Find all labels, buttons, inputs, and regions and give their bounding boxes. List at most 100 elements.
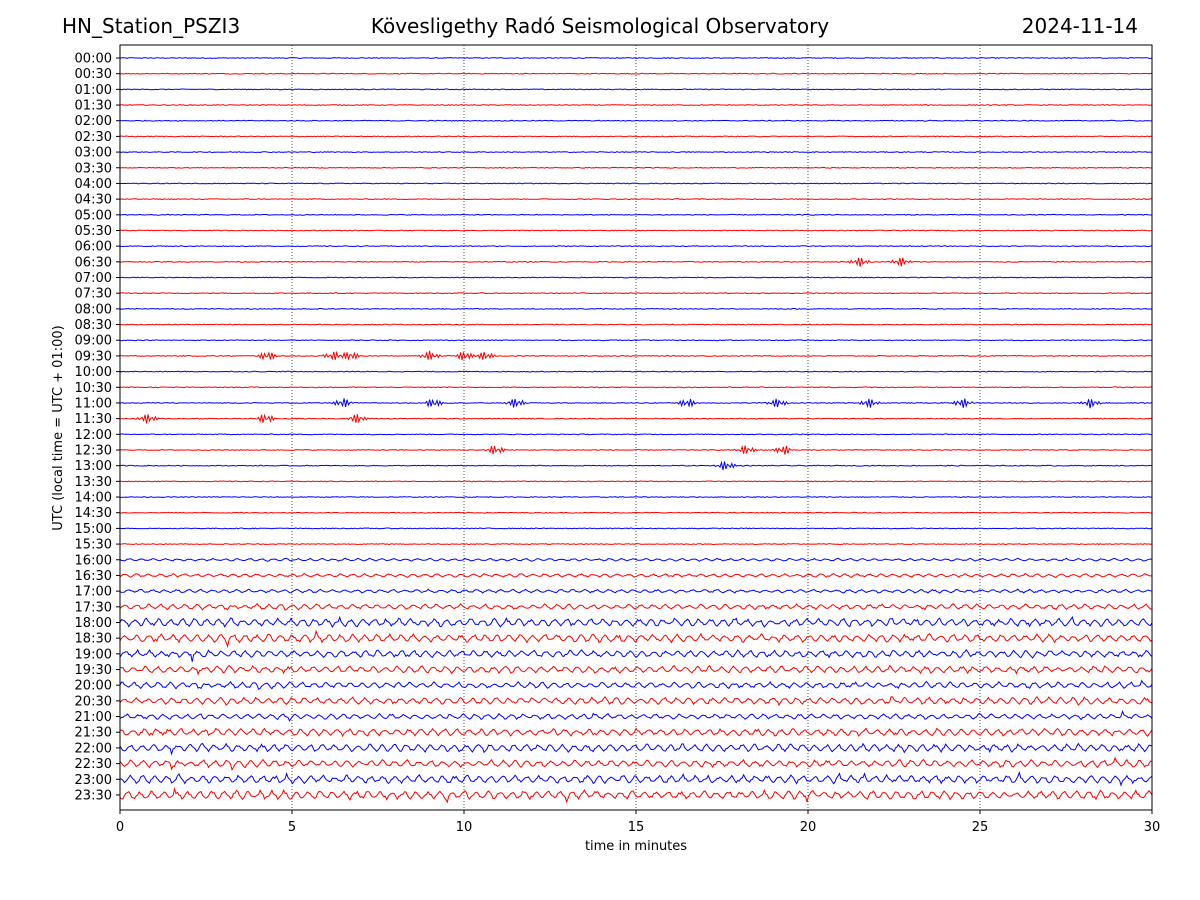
y-tick-label: 14:30 (75, 506, 112, 521)
y-tick-label: 07:30 (75, 287, 112, 302)
trace-0500 (119, 213, 1152, 216)
trace-0230 (119, 135, 1153, 138)
x-axis: 0 5 10 15 20 25 30 (116, 810, 1160, 835)
date-label: 2024-11-14 (1021, 14, 1138, 38)
y-tick-label: 06:30 (75, 255, 112, 270)
y-tick-label: 01:30 (75, 99, 112, 114)
trace-1700 (119, 588, 1153, 594)
trace-1000 (119, 370, 1153, 373)
x-tick-label: 25 (972, 820, 989, 835)
trace-2030 (119, 695, 1153, 707)
y-tick-label: 04:00 (75, 177, 112, 192)
y-tick-label: 04:30 (75, 193, 112, 208)
y-tick-label: 02:30 (75, 130, 112, 145)
trace-1930 (119, 664, 1153, 676)
y-tick-label: 10:30 (75, 381, 112, 396)
y-tick-label: 23:00 (75, 773, 112, 788)
trace-2130 (119, 727, 1153, 738)
y-tick-label: 11:00 (75, 396, 112, 411)
y-tick-label: 03:30 (75, 161, 112, 176)
trace-0530 (119, 229, 1153, 232)
trace-0000 (119, 57, 1153, 59)
trace-0430 (119, 198, 1153, 201)
trace-0900 (120, 339, 1153, 342)
y-tick-label: 21:30 (75, 726, 112, 741)
trace-2200 (119, 742, 1153, 756)
trace-1400 (119, 496, 1153, 498)
y-tick-label: 03:00 (75, 146, 112, 161)
y-tick-label: 17:00 (75, 585, 112, 600)
y-tick-label: 22:30 (75, 757, 112, 772)
x-tick-label: 10 (456, 820, 473, 835)
trace-lines (119, 57, 1153, 804)
y-tick-label: 05:30 (75, 224, 112, 239)
y-tick-label: 15:00 (75, 522, 112, 537)
y-tick-label: 05:00 (75, 208, 112, 223)
trace-0830 (119, 323, 1153, 326)
y-axis-label: UTC (local time = UTC + 01:00) (51, 325, 66, 530)
y-tick-label: 12:30 (75, 444, 112, 459)
x-tick-label: 30 (1144, 820, 1161, 835)
y-tick-label: 23:30 (75, 788, 112, 803)
x-axis-label: time in minutes (585, 839, 687, 854)
x-tick-label: 5 (288, 820, 296, 835)
trace-0100 (119, 88, 1153, 91)
y-tick-label: 12:00 (75, 428, 112, 443)
trace-1830 (119, 629, 1153, 648)
trace-0030 (119, 72, 1153, 75)
y-tick-label: 21:00 (75, 710, 112, 725)
y-tick-label: 00:00 (75, 52, 112, 67)
trace-1500 (119, 527, 1153, 530)
trace-0600 (119, 245, 1153, 248)
y-tick-label: 09:00 (75, 334, 112, 349)
observatory-title: Kövesligethy Radó Seismological Observat… (370, 14, 830, 38)
y-tick-label: 20:30 (75, 694, 112, 709)
y-tick-label: 19:00 (75, 647, 112, 662)
y-tick-label: 11:30 (75, 412, 112, 427)
y-tick-label: 18:00 (75, 616, 112, 631)
trace-0330 (119, 166, 1153, 169)
y-axis: 00:0000:3001:0001:3002:0002:3003:0003:30… (75, 52, 120, 803)
y-tick-label: 20:00 (75, 679, 112, 694)
trace-1030 (119, 386, 1153, 389)
trace-1900 (119, 648, 1153, 662)
y-tick-label: 08:30 (75, 318, 112, 333)
y-tick-label: 13:00 (75, 459, 112, 474)
station-name: HN_Station_PSZI3 (62, 14, 241, 38)
y-tick-label: 19:30 (75, 663, 112, 678)
trace-1430 (119, 511, 1152, 514)
trace-2230 (119, 756, 1153, 771)
y-tick-label: 10:00 (75, 365, 112, 380)
trace-0630 (119, 257, 1153, 267)
y-tick-label: 09:30 (75, 349, 112, 364)
x-tick-label: 0 (116, 820, 124, 835)
trace-0800 (119, 307, 1153, 310)
trace-0930 (119, 350, 1153, 361)
trace-2000 (119, 679, 1153, 691)
y-tick-label: 16:00 (75, 553, 112, 568)
y-tick-label: 17:30 (75, 600, 112, 615)
y-tick-label: 06:00 (75, 240, 112, 255)
y-tick-label: 15:30 (75, 538, 112, 553)
trace-1600 (119, 557, 1153, 562)
y-tick-label: 16:30 (75, 569, 112, 584)
y-tick-label: 08:00 (75, 302, 112, 317)
trace-1330 (119, 480, 1153, 483)
trace-1230 (119, 444, 1153, 455)
y-tick-label: 07:00 (75, 271, 112, 286)
trace-0700 (119, 276, 1153, 279)
trace-2300 (119, 770, 1153, 787)
trace-2330 (119, 786, 1153, 804)
trace-0200 (119, 119, 1152, 122)
trace-1130 (119, 413, 1153, 424)
trace-1730 (119, 602, 1153, 611)
y-tick-label: 14:00 (75, 491, 112, 506)
y-tick-label: 18:30 (75, 632, 112, 647)
y-tick-label: 02:00 (75, 114, 112, 129)
trace-1300 (119, 460, 1153, 471)
grid-lines (291, 45, 981, 810)
y-tick-label: 13:30 (75, 475, 112, 490)
trace-1200 (119, 433, 1152, 436)
trace-0130 (119, 104, 1153, 106)
